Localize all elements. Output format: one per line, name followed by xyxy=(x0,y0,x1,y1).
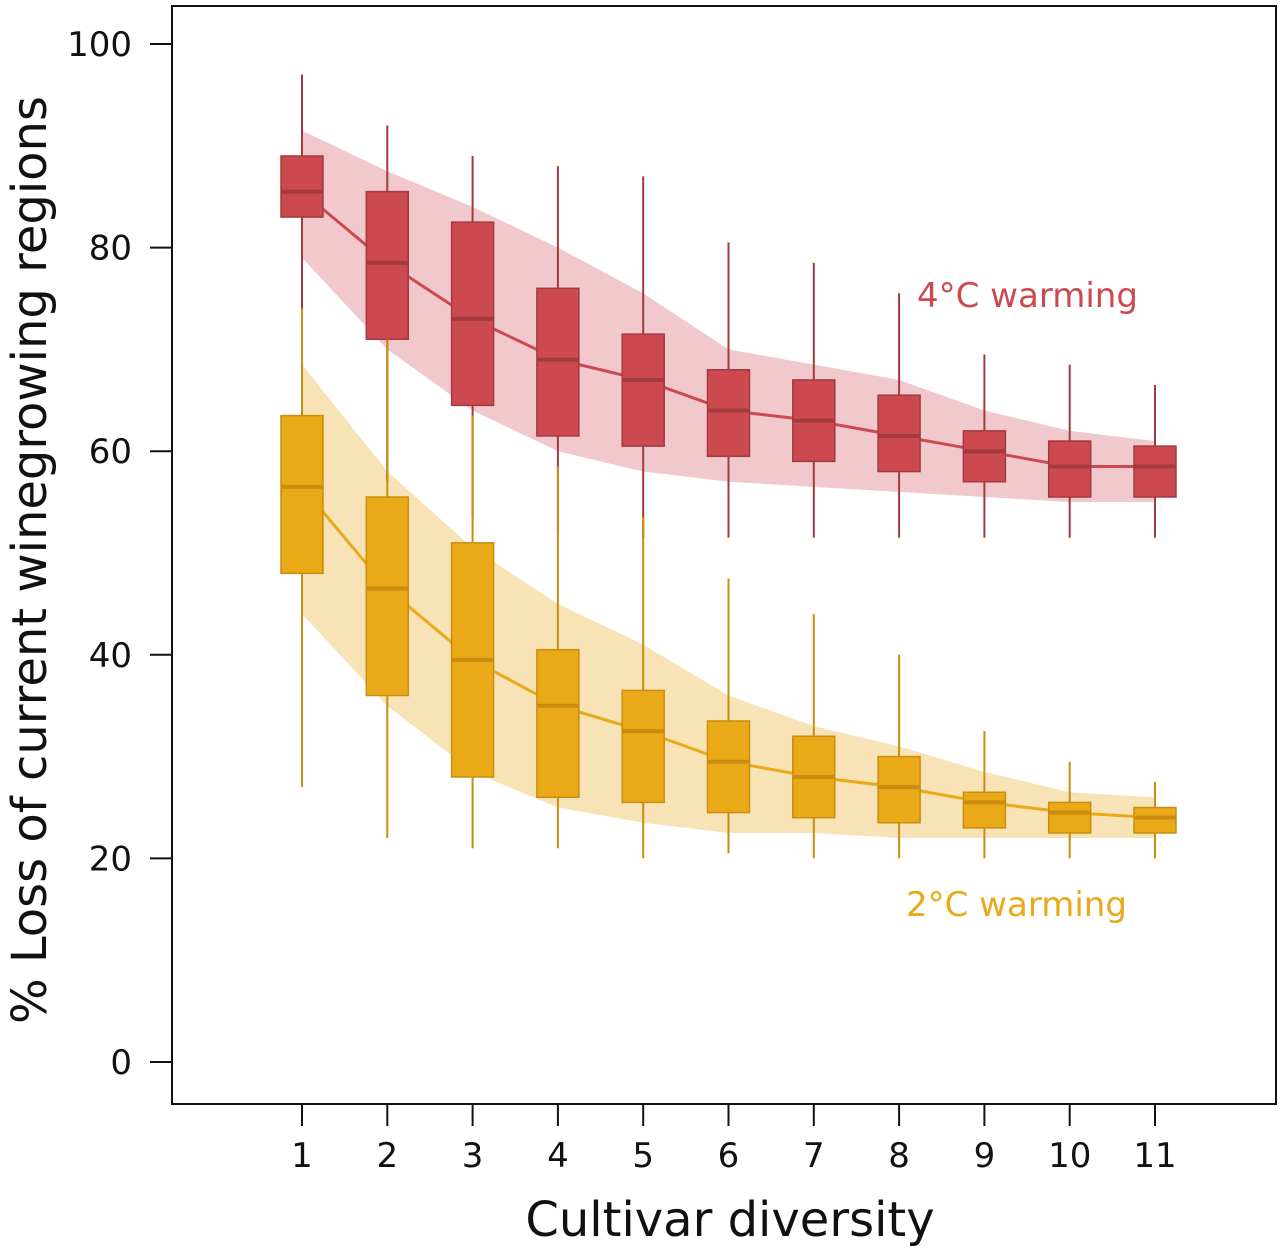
box-body xyxy=(1047,440,1092,498)
box-body xyxy=(536,648,580,799)
box-2c-cultivar-9 xyxy=(962,731,1007,859)
box-4c-cultivar-1 xyxy=(280,74,324,309)
x-tick-label-8: 8 xyxy=(888,1136,910,1176)
box-4c-cultivar-9 xyxy=(962,354,1007,538)
box-4c-cultivar-6 xyxy=(706,242,751,538)
series-label-2c-warming: 2°C warming xyxy=(906,885,1127,925)
box-body xyxy=(621,333,665,447)
plot-frame xyxy=(171,5,1277,1105)
box-body xyxy=(280,414,324,575)
box-4c-cultivar-4 xyxy=(536,166,580,533)
band-4c-warming xyxy=(302,130,1155,503)
x-tick-label-9: 9 xyxy=(974,1136,996,1176)
box-body xyxy=(365,496,410,697)
box-body xyxy=(450,221,495,407)
box-body xyxy=(280,155,324,218)
box-body xyxy=(365,190,410,340)
box-body xyxy=(1133,445,1177,498)
box-2c-cultivar-2 xyxy=(365,339,410,839)
x-axis: 1 2 3 4 5 6 7 8 9 10 11 xyxy=(291,1104,1177,1176)
box-4c-cultivar-11 xyxy=(1133,385,1177,538)
x-tick-label-7: 7 xyxy=(803,1136,825,1176)
x-tick-label-6: 6 xyxy=(718,1136,740,1176)
box-body xyxy=(706,720,751,814)
box-body xyxy=(1047,801,1092,834)
x-tick-label-5: 5 xyxy=(632,1136,654,1176)
y-tick-label-20: 20 xyxy=(89,839,132,879)
x-tick-label-10: 10 xyxy=(1048,1136,1091,1176)
x-tick-label-11: 11 xyxy=(1133,1136,1176,1176)
box-body xyxy=(962,791,1007,829)
box-2c-cultivar-3 xyxy=(450,415,495,849)
box-4c-cultivar-2 xyxy=(365,125,410,482)
y-tick-label-60: 60 xyxy=(89,432,132,472)
x-tick-label-4: 4 xyxy=(547,1136,569,1176)
series-boxes-layer xyxy=(280,74,1177,859)
y-axis-title: % Loss of current winegrowing regions xyxy=(2,96,58,1024)
x-tick-label-2: 2 xyxy=(376,1136,398,1176)
box-2c-cultivar-11 xyxy=(1133,782,1177,859)
box-body xyxy=(536,287,580,437)
box-body xyxy=(877,394,921,473)
x-tick-label-3: 3 xyxy=(462,1136,484,1176)
x-axis-title: Cultivar diversity xyxy=(525,1192,934,1248)
box-body xyxy=(621,689,665,804)
box-4c-cultivar-3 xyxy=(450,155,495,518)
x-tick-label-1: 1 xyxy=(291,1136,313,1176)
box-body xyxy=(1133,806,1177,834)
box-2c-cultivar-1 xyxy=(280,308,324,788)
box-2c-cultivar-8 xyxy=(877,654,921,859)
box-4c-cultivar-5 xyxy=(621,176,665,538)
box-body xyxy=(962,430,1007,483)
box-2c-cultivar-10 xyxy=(1047,761,1092,859)
box-2c-cultivar-6 xyxy=(706,578,751,854)
box-body xyxy=(877,755,921,824)
box-4c-cultivar-10 xyxy=(1047,364,1092,538)
box-4c-cultivar-8 xyxy=(877,293,921,538)
y-tick-label-40: 40 xyxy=(89,636,132,676)
series-bands-layer xyxy=(302,130,1155,839)
y-tick-label-0: 0 xyxy=(110,1043,132,1083)
band-2c-warming xyxy=(302,364,1155,839)
y-tick-label-80: 80 xyxy=(89,229,132,269)
box-2c-cultivar-7 xyxy=(792,614,836,859)
box-4c-cultivar-7 xyxy=(792,262,836,538)
box-2c-cultivar-5 xyxy=(621,517,665,859)
box-2c-cultivar-4 xyxy=(536,466,580,849)
y-tick-label-100: 100 xyxy=(67,25,132,65)
y-axis: 0 20 40 60 80 100 xyxy=(67,25,172,1083)
series-label-4c-warming: 4°C warming xyxy=(917,276,1138,316)
box-body xyxy=(706,369,751,458)
